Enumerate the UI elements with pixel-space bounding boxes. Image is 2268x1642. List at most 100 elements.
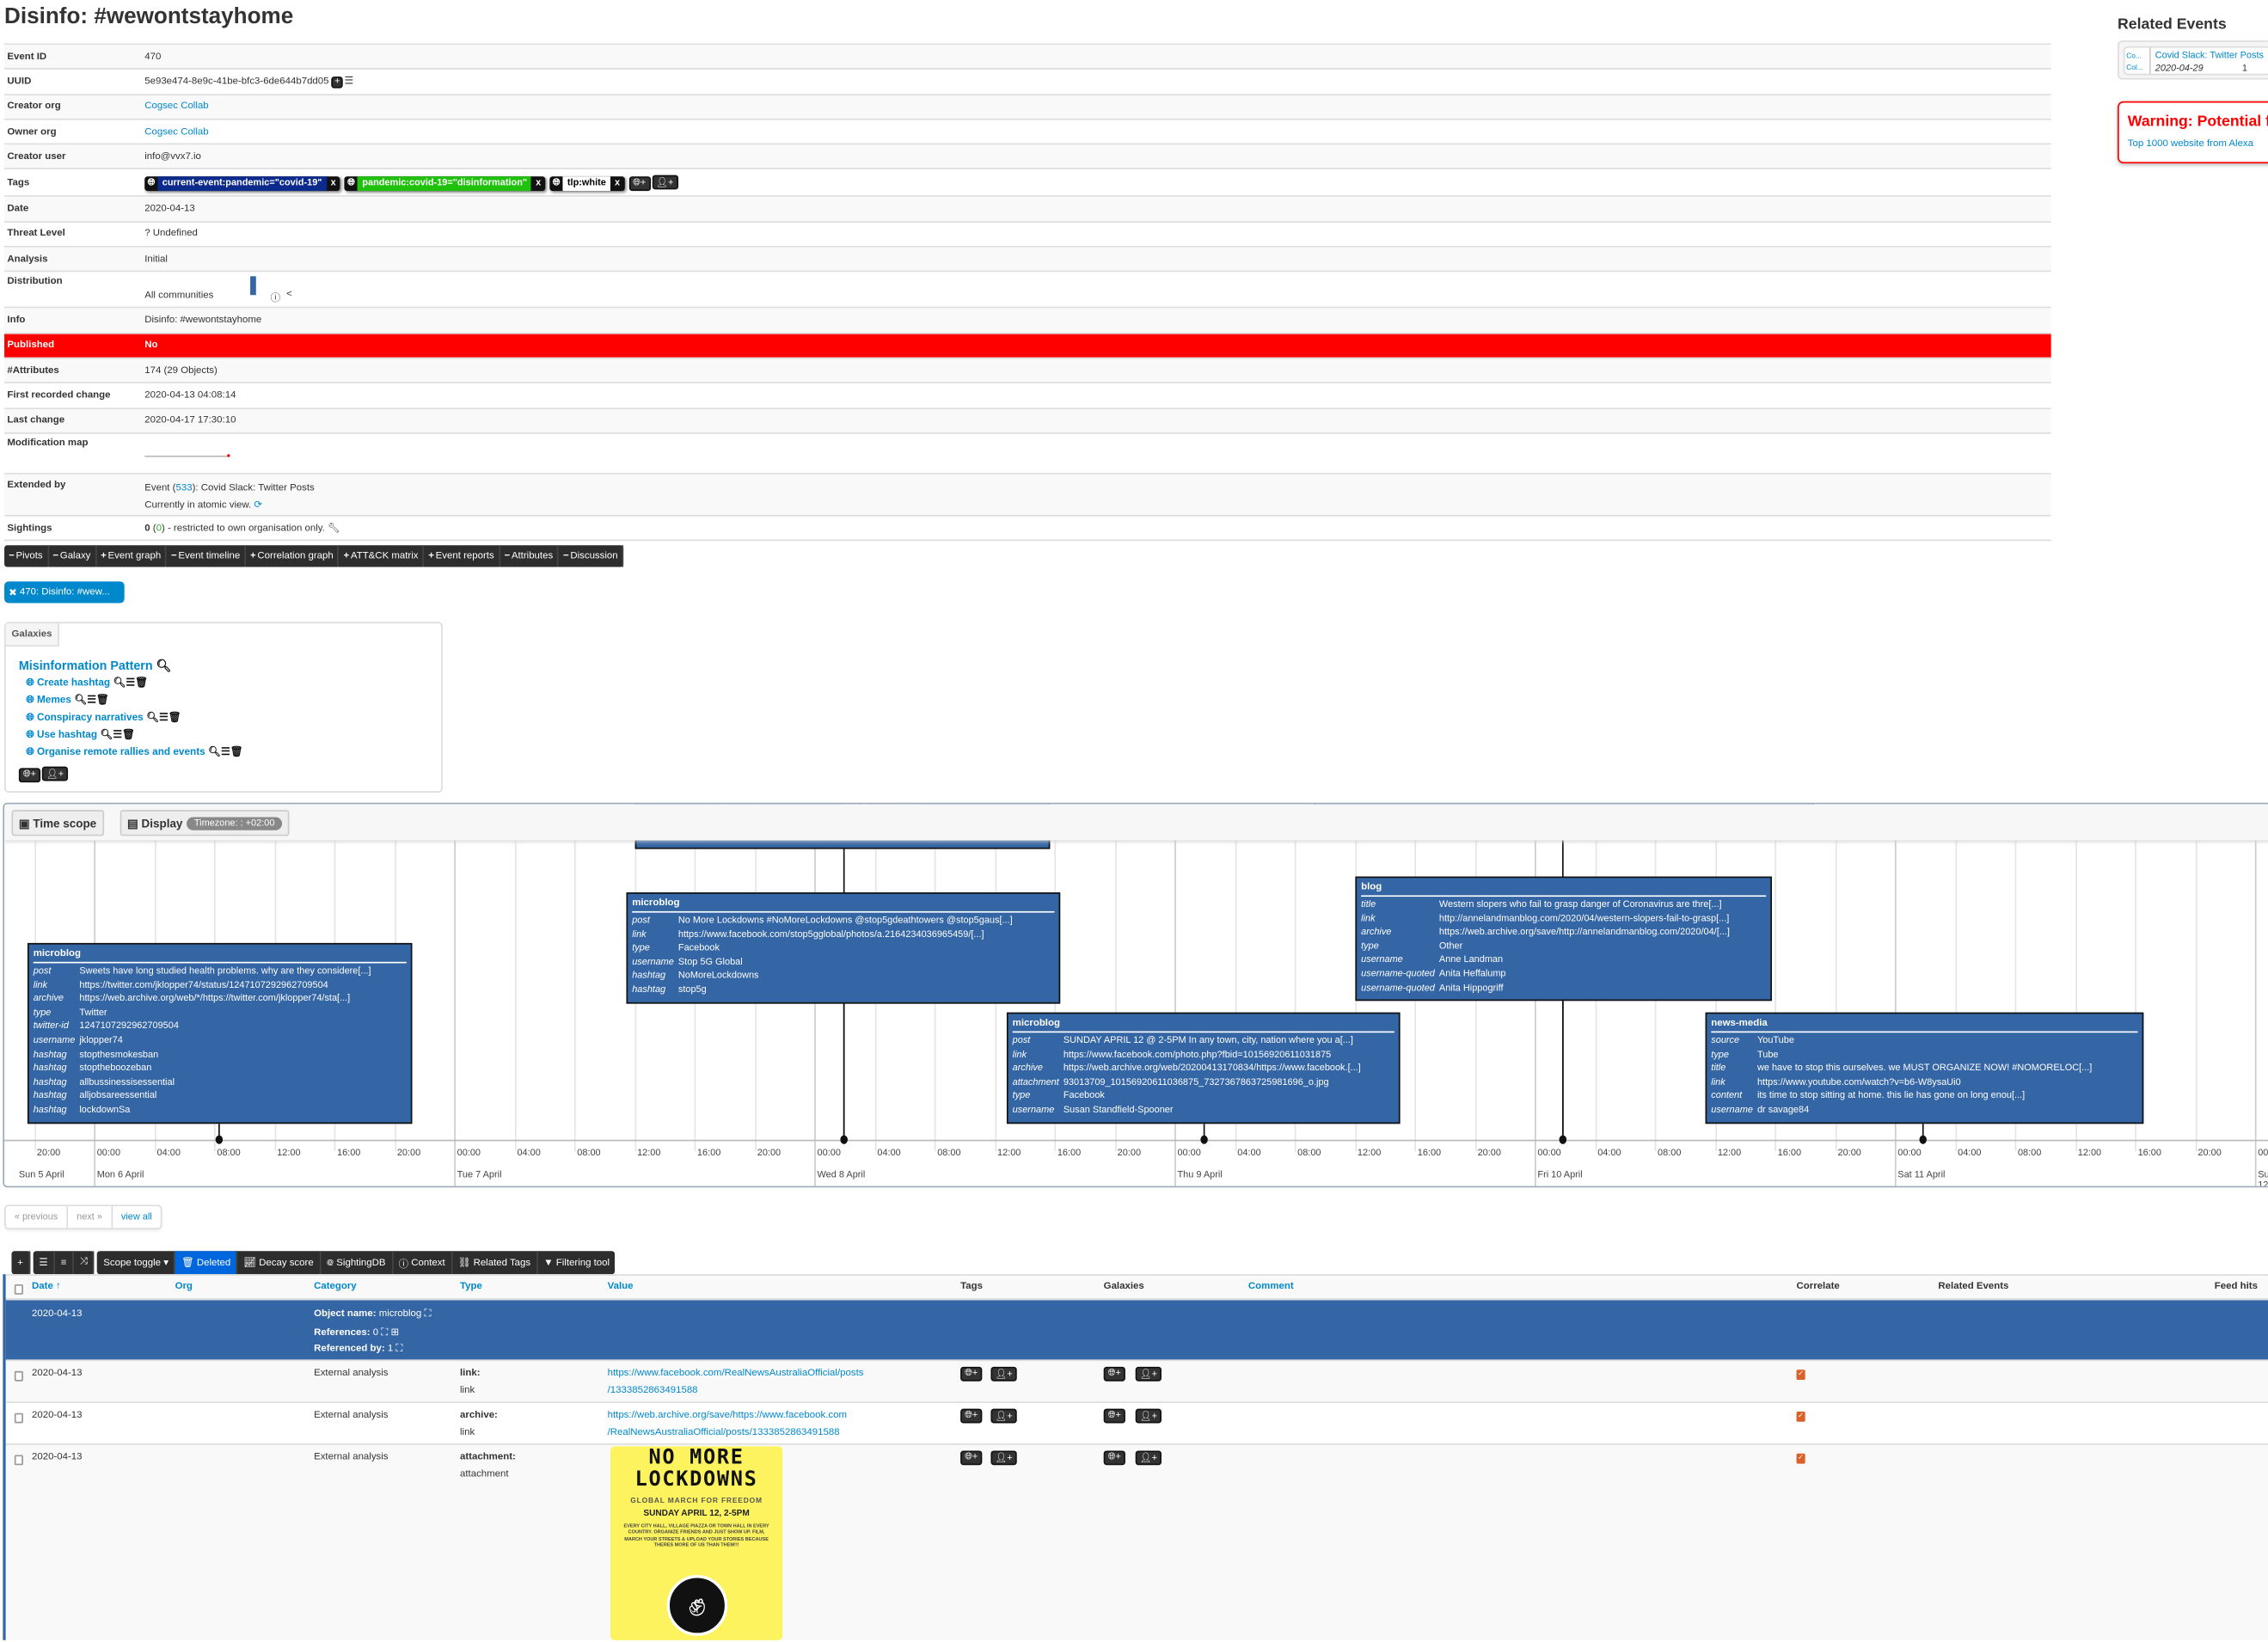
trash-icon[interactable]: 🗑︎ <box>121 730 135 741</box>
warning-source[interactable]: Top 1000 website from Alexa <box>2127 138 2254 150</box>
add-tag-button[interactable]: 🌐︎+ <box>960 1450 983 1466</box>
wrench-icon[interactable]: 🔧︎ <box>327 524 340 534</box>
creator-org-link[interactable]: Cogsec Collab <box>144 101 209 112</box>
refresh-icon[interactable]: ⟳ <box>254 499 262 511</box>
scope-toggle-dropdown[interactable]: Scope toggle ▾ <box>98 1251 176 1275</box>
search-icon[interactable]: 🔍︎ <box>113 678 126 689</box>
sort-type[interactable]: Type <box>460 1281 482 1292</box>
row-checkbox[interactable] <box>14 1370 23 1382</box>
close-icon[interactable]: ✖ <box>9 587 17 598</box>
add-local-galaxy-button[interactable]: 👤︎+ <box>1135 1408 1162 1424</box>
sightingdb-button[interactable]: ᪤ SightingDB <box>321 1251 393 1275</box>
row-checkbox[interactable] <box>14 1412 23 1424</box>
timeline-item[interactable]: microblog post Sweets have long studied he… <box>27 942 413 1124</box>
view-all[interactable]: view all <box>120 1211 152 1222</box>
sort-value[interactable]: Value <box>607 1281 634 1292</box>
previous-page[interactable]: « previous <box>6 1206 69 1228</box>
expand-icon[interactable]: ⛶ <box>395 1343 403 1354</box>
list-icon[interactable]: ☰ <box>221 747 230 758</box>
tag[interactable]: 🌐︎ tlp:white x <box>549 176 625 192</box>
remove-tag-icon[interactable]: x <box>330 178 336 189</box>
owner-org-link[interactable]: Cogsec Collab <box>144 126 209 138</box>
list-view-button[interactable]: ☰ <box>34 1251 56 1275</box>
tag[interactable]: 🌐︎ current-event:pandemic="covid-19" x <box>144 176 340 192</box>
add-local-galaxy-button[interactable]: 👤︎+ <box>1135 1450 1162 1466</box>
search-icon[interactable]: 🔍︎ <box>156 658 172 673</box>
display-button[interactable]: ▤ Display Timezone: : +02:00 <box>120 810 290 836</box>
add-galaxy-button[interactable]: 🌐︎+ <box>1103 1408 1125 1424</box>
expand-icon[interactable]: ⛶ <box>424 1308 432 1320</box>
next-page[interactable]: next » <box>68 1206 113 1228</box>
info-icon[interactable]: ⓘ <box>270 294 281 304</box>
sort-comment[interactable]: Comment <box>1247 1281 1294 1292</box>
attachment-image[interactable]: NO MORE LOCKDOWNS GLOBAL MARCH FOR FREEDOM… <box>610 1446 783 1640</box>
list-icon[interactable]: ☰ <box>159 713 169 724</box>
correlate-checkbox[interactable]: ✓ <box>1796 1369 1805 1381</box>
tab-event-graph[interactable]: + Event graph <box>96 545 167 567</box>
add-tag-button[interactable]: 🌐︎+ <box>628 176 651 192</box>
correlate-checkbox[interactable]: ✓ <box>1796 1412 1805 1422</box>
pivot-button[interactable]: ✖ 470: Disinfo: #wew... <box>4 581 125 603</box>
filtering-tool-button[interactable]: ▼ Filtering tool <box>538 1251 616 1274</box>
attr-value-link[interactable]: /RealNewsAustraliaOfficial/posts/1333852… <box>607 1427 840 1438</box>
tab-discussion[interactable]: − Discussion <box>559 545 624 567</box>
tab-galaxy[interactable]: − Galaxy <box>48 545 97 567</box>
server-icon[interactable]: ☰ <box>344 77 354 88</box>
related-event-item[interactable]: Co... Col... Covid Slack: Twitter Posts 20… <box>2123 46 2268 76</box>
tab-correlation-graph[interactable]: + Correlation graph <box>246 545 340 567</box>
trash-icon[interactable]: 🗑︎ <box>230 747 243 758</box>
search-icon[interactable]: 🔍︎ <box>208 747 222 758</box>
extending-event-link[interactable]: 533 <box>175 482 193 493</box>
timeline-item[interactable]: microblog post No More Lockdowns #NoMoreLo… <box>626 892 1061 1003</box>
attr-value-link[interactable]: https://www.facebook.com/RealNewsAustral… <box>607 1368 864 1379</box>
add-attribute-button[interactable]: + <box>11 1251 31 1275</box>
galaxy-name[interactable]: Misinformation Pattern <box>18 658 153 673</box>
add-galaxy-button[interactable]: 🌐︎+ <box>1103 1366 1125 1382</box>
cluster-link[interactable]: Use hashtag <box>36 730 98 741</box>
remove-tag-icon[interactable]: x <box>536 178 542 189</box>
time-scope-button[interactable]: ▣ Time scope <box>11 810 104 836</box>
tab-event-reports[interactable]: + Event reports <box>424 545 500 567</box>
search-icon[interactable]: 🔍︎ <box>100 730 113 741</box>
add-galaxy-button[interactable]: 🌐︎+ <box>18 768 41 783</box>
cluster-link[interactable]: Organise remote rallies and events <box>36 747 205 758</box>
item-point[interactable] <box>1919 1135 1927 1144</box>
share-icon[interactable]: < <box>286 290 292 300</box>
add-local-galaxy-button[interactable]: 👤︎+ <box>1135 1366 1162 1382</box>
cluster-link[interactable]: Memes <box>36 695 71 707</box>
add-tag-button[interactable]: 🌐︎+ <box>960 1408 983 1424</box>
item-point[interactable] <box>216 1135 224 1144</box>
plus-square-icon[interactable]: + <box>331 76 343 89</box>
sort-date[interactable]: Date ↑ <box>32 1281 61 1292</box>
add-galaxy-button[interactable]: 🌐︎+ <box>1103 1450 1125 1466</box>
search-icon[interactable]: 🔍︎ <box>74 695 88 707</box>
related-event-title[interactable]: Covid Slack: Twitter Posts <box>2155 50 2265 61</box>
add-local-galaxy-button[interactable]: 👤︎+ <box>41 766 69 781</box>
trash-icon[interactable]: 🗑︎ <box>168 713 181 724</box>
list-icon[interactable]: ☰ <box>126 678 135 689</box>
row-checkbox[interactable] <box>14 1455 23 1466</box>
list-icon[interactable]: ☰ <box>113 730 122 741</box>
attr-value-link[interactable]: https://web.archive.org/save/https://www… <box>607 1410 847 1421</box>
deleted-toggle[interactable]: 🗑︎ Deleted <box>175 1251 238 1275</box>
remove-tag-icon[interactable]: x <box>614 178 621 189</box>
add-tag-button[interactable]: 🌐︎+ <box>960 1366 983 1382</box>
expand-icon[interactable]: ⛶ <box>381 1327 389 1339</box>
tag-label[interactable]: current-event:pandemic="covid-19" <box>157 176 327 192</box>
galaxies-tab[interactable]: Galaxies <box>5 623 59 647</box>
cluster-link[interactable]: Create hashtag <box>36 678 111 689</box>
tab-att-ck-matrix[interactable]: + ATT&CK matrix <box>339 545 425 567</box>
sort-org[interactable]: Org <box>175 1281 193 1292</box>
decay-score-button[interactable]: 📈︎ Decay score <box>238 1251 322 1275</box>
add-local-tag-button[interactable]: 👤︎+ <box>990 1366 1017 1382</box>
shuffle-button[interactable]: ⤨ <box>74 1251 95 1275</box>
select-all-checkbox[interactable] <box>14 1284 23 1295</box>
tag[interactable]: 🌐︎ pandemic:covid-19="disinformation" x <box>344 176 546 192</box>
correlate-checkbox[interactable]: ✓ <box>1796 1453 1805 1464</box>
cluster-link[interactable]: Conspiracy narratives <box>36 713 144 724</box>
add-reference-icon[interactable]: ⊞ <box>390 1327 400 1339</box>
add-local-tag-button[interactable]: 👤︎+ <box>652 175 678 190</box>
context-button[interactable]: ⓘ Context <box>393 1251 453 1275</box>
add-local-tag-button[interactable]: 👤︎+ <box>990 1450 1017 1466</box>
search-icon[interactable]: 🔍︎ <box>146 713 160 724</box>
